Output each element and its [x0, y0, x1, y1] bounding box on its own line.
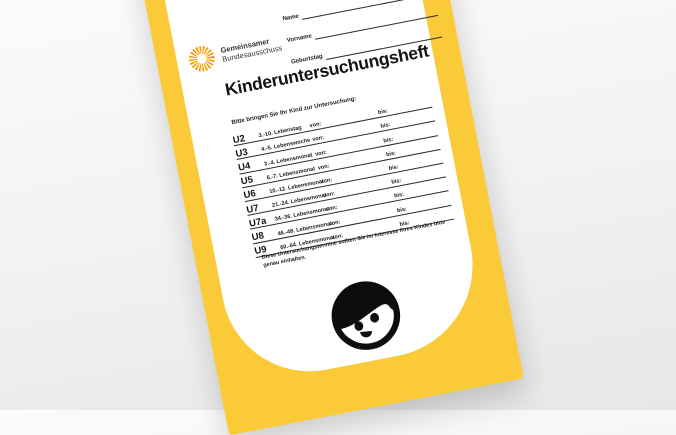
booklet-cover: Name Vorname Geburtstag Gemeinsa: [130, 0, 524, 435]
child-face-icon: [329, 279, 401, 350]
gba-logo: Gemeinsamer Bundesausschuss: [184, 29, 284, 77]
cover-white-panel: Name Vorname Geburtstag Gemeinsa: [147, 0, 489, 387]
sunburst-icon: [189, 45, 215, 72]
background: Name Vorname Geburtstag Gemeinsa: [130, 0, 524, 435]
gba-logo-text: Gemeinsamer Bundesausschuss: [220, 34, 283, 64]
